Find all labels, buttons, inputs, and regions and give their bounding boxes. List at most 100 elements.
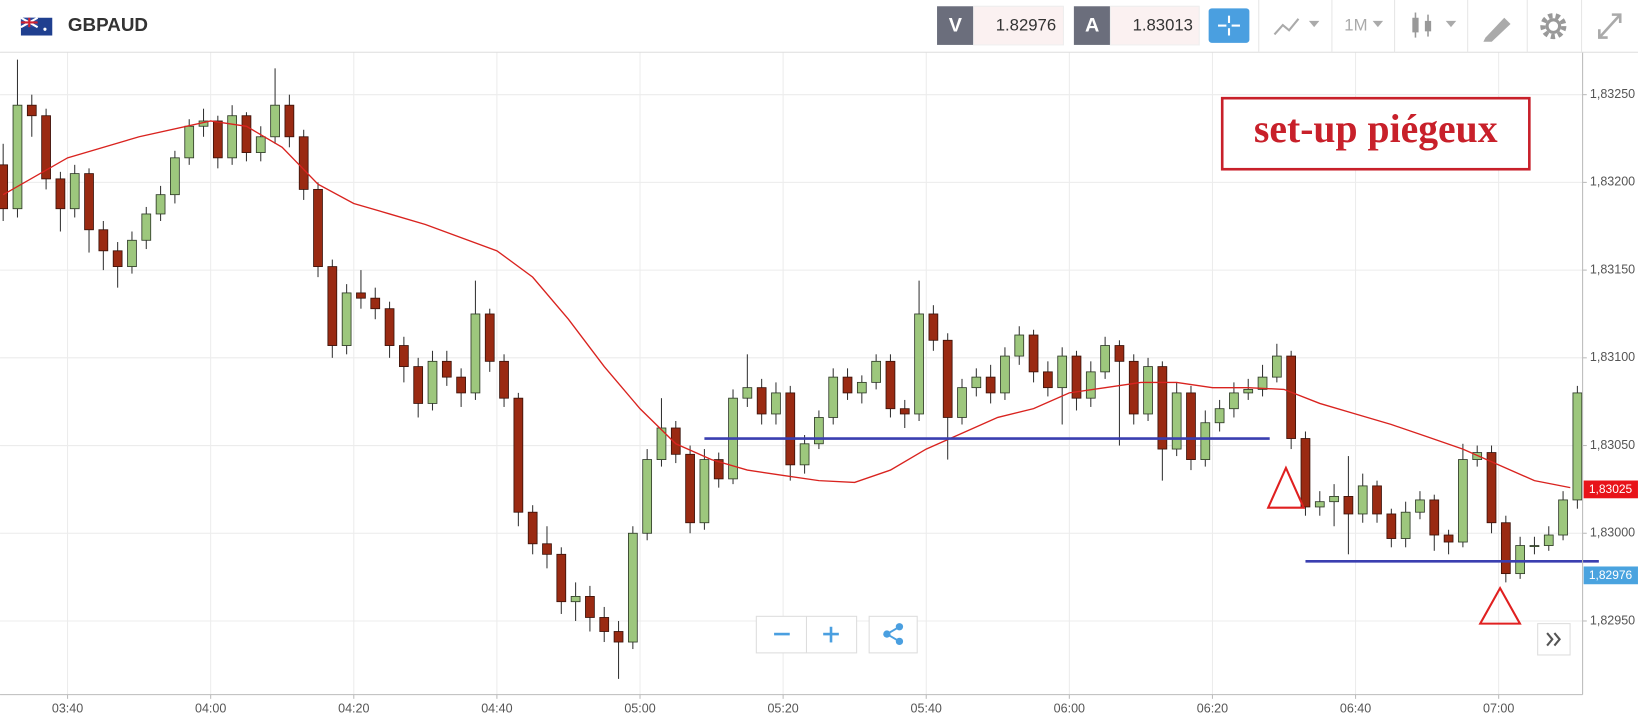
candle-body (1529, 545, 1540, 548)
candle-body (1458, 459, 1468, 543)
candle-body (1314, 501, 1325, 508)
candle-body (84, 173, 94, 231)
candle-body (899, 408, 910, 415)
candle-body (127, 239, 137, 268)
candle-body (771, 392, 781, 415)
timeframe: 1M (1344, 16, 1367, 35)
crosshair-box (1208, 8, 1250, 43)
candle-body (570, 595, 581, 603)
candle-body (1415, 499, 1425, 513)
candle-body (155, 194, 166, 215)
candle-body (785, 392, 796, 466)
ask-button[interactable]: A 1.83013 (1073, 5, 1200, 46)
candle-body (585, 595, 595, 618)
candle-body (1300, 438, 1311, 508)
x-tick-label: 07:00 (1483, 702, 1514, 716)
price-tag-label: 1,83025 (1589, 482, 1633, 496)
bid-label: V (949, 14, 963, 36)
crosshair-button[interactable] (1208, 8, 1250, 43)
chevron (1546, 632, 1554, 647)
candle-body (1143, 366, 1153, 415)
settings-button[interactable] (1540, 13, 1567, 40)
ask-box (1109, 5, 1200, 46)
candle-body (928, 313, 939, 341)
candle-body (1400, 511, 1411, 539)
price-tag (1583, 566, 1638, 585)
candle-body (871, 360, 881, 383)
candle-body (427, 360, 438, 404)
candle-body (456, 376, 466, 394)
dropdown-arrow (1372, 20, 1384, 28)
candle-body (670, 427, 681, 455)
bid-box (973, 5, 1064, 46)
header: GBPAUD V 1.82976 A 1.83013 1M (0, 0, 1638, 53)
chart-type-button[interactable] (1273, 18, 1320, 36)
dropdown-arrow (1445, 20, 1457, 28)
candle-body (1357, 485, 1368, 515)
flag (20, 16, 53, 36)
candle-body (856, 381, 867, 394)
candle-body (1057, 355, 1068, 389)
candle-body (1200, 422, 1211, 460)
timeframe-button[interactable]: 1M (1344, 16, 1384, 35)
candle-body (1257, 376, 1268, 390)
candle-body (298, 136, 309, 190)
candle-body (756, 387, 767, 415)
y-tick-label: 1,83100 (1590, 350, 1635, 364)
bid-button[interactable]: V 1.82976 (937, 5, 1064, 46)
candle-body (1085, 371, 1096, 399)
expand-icon (1598, 13, 1622, 39)
share-button[interactable] (868, 615, 918, 654)
gear-icon (1545, 18, 1562, 34)
draw-button[interactable] (1483, 17, 1511, 42)
candle-body (656, 427, 667, 460)
gear-icon (1540, 13, 1567, 40)
candle-body (1372, 485, 1382, 515)
fullscreen-button[interactable] (1598, 13, 1622, 39)
share-icon (885, 625, 900, 643)
candle-style-button[interactable] (1412, 12, 1457, 38)
candle-body (742, 387, 753, 399)
expand-icon (1611, 13, 1622, 23)
plot (0, 59, 1599, 679)
y-tick-label: 1,83050 (1590, 438, 1635, 452)
candle-body (69, 173, 80, 210)
x-tick-label: 06:00 (1054, 702, 1085, 716)
ask-price: 1.83013 (1133, 16, 1193, 35)
candle-body (799, 443, 810, 466)
x-tick-label: 04:20 (338, 702, 369, 716)
candle-body (356, 292, 366, 299)
candle-body (1572, 392, 1583, 501)
zoom-in-button[interactable] (823, 626, 839, 643)
y-tick-label: 1,83250 (1590, 87, 1635, 101)
y-tick-label: 1,82950 (1590, 613, 1635, 627)
candle-body (1071, 355, 1082, 399)
candle-body (1114, 345, 1125, 362)
expand-icon (1598, 29, 1608, 39)
candle-body (1214, 408, 1225, 424)
candle-body (685, 453, 695, 524)
candle-body (470, 313, 481, 394)
candle-body (957, 387, 967, 418)
candle-body (971, 376, 982, 389)
candle-body (699, 459, 710, 524)
candle-body (1271, 355, 1282, 378)
pencil-icon (1483, 17, 1511, 42)
grid (0, 52, 1587, 699)
x-tick-label: 06:20 (1197, 702, 1228, 716)
price-tag-label: 1,82976 (1589, 568, 1633, 582)
candle-body (1558, 499, 1568, 536)
x-tick-label: 05:20 (767, 702, 798, 716)
candle-body (1543, 534, 1554, 546)
candle-body (255, 136, 266, 153)
line-icon (1273, 18, 1300, 36)
candle-body (327, 266, 338, 346)
x-tick-label: 05:40 (911, 702, 942, 716)
x-tick-label: 06:40 (1340, 702, 1371, 716)
candle-body (1515, 545, 1525, 575)
candle-body (1186, 392, 1196, 460)
candle-body (413, 366, 424, 404)
scroll-right-button[interactable] (1537, 623, 1571, 656)
